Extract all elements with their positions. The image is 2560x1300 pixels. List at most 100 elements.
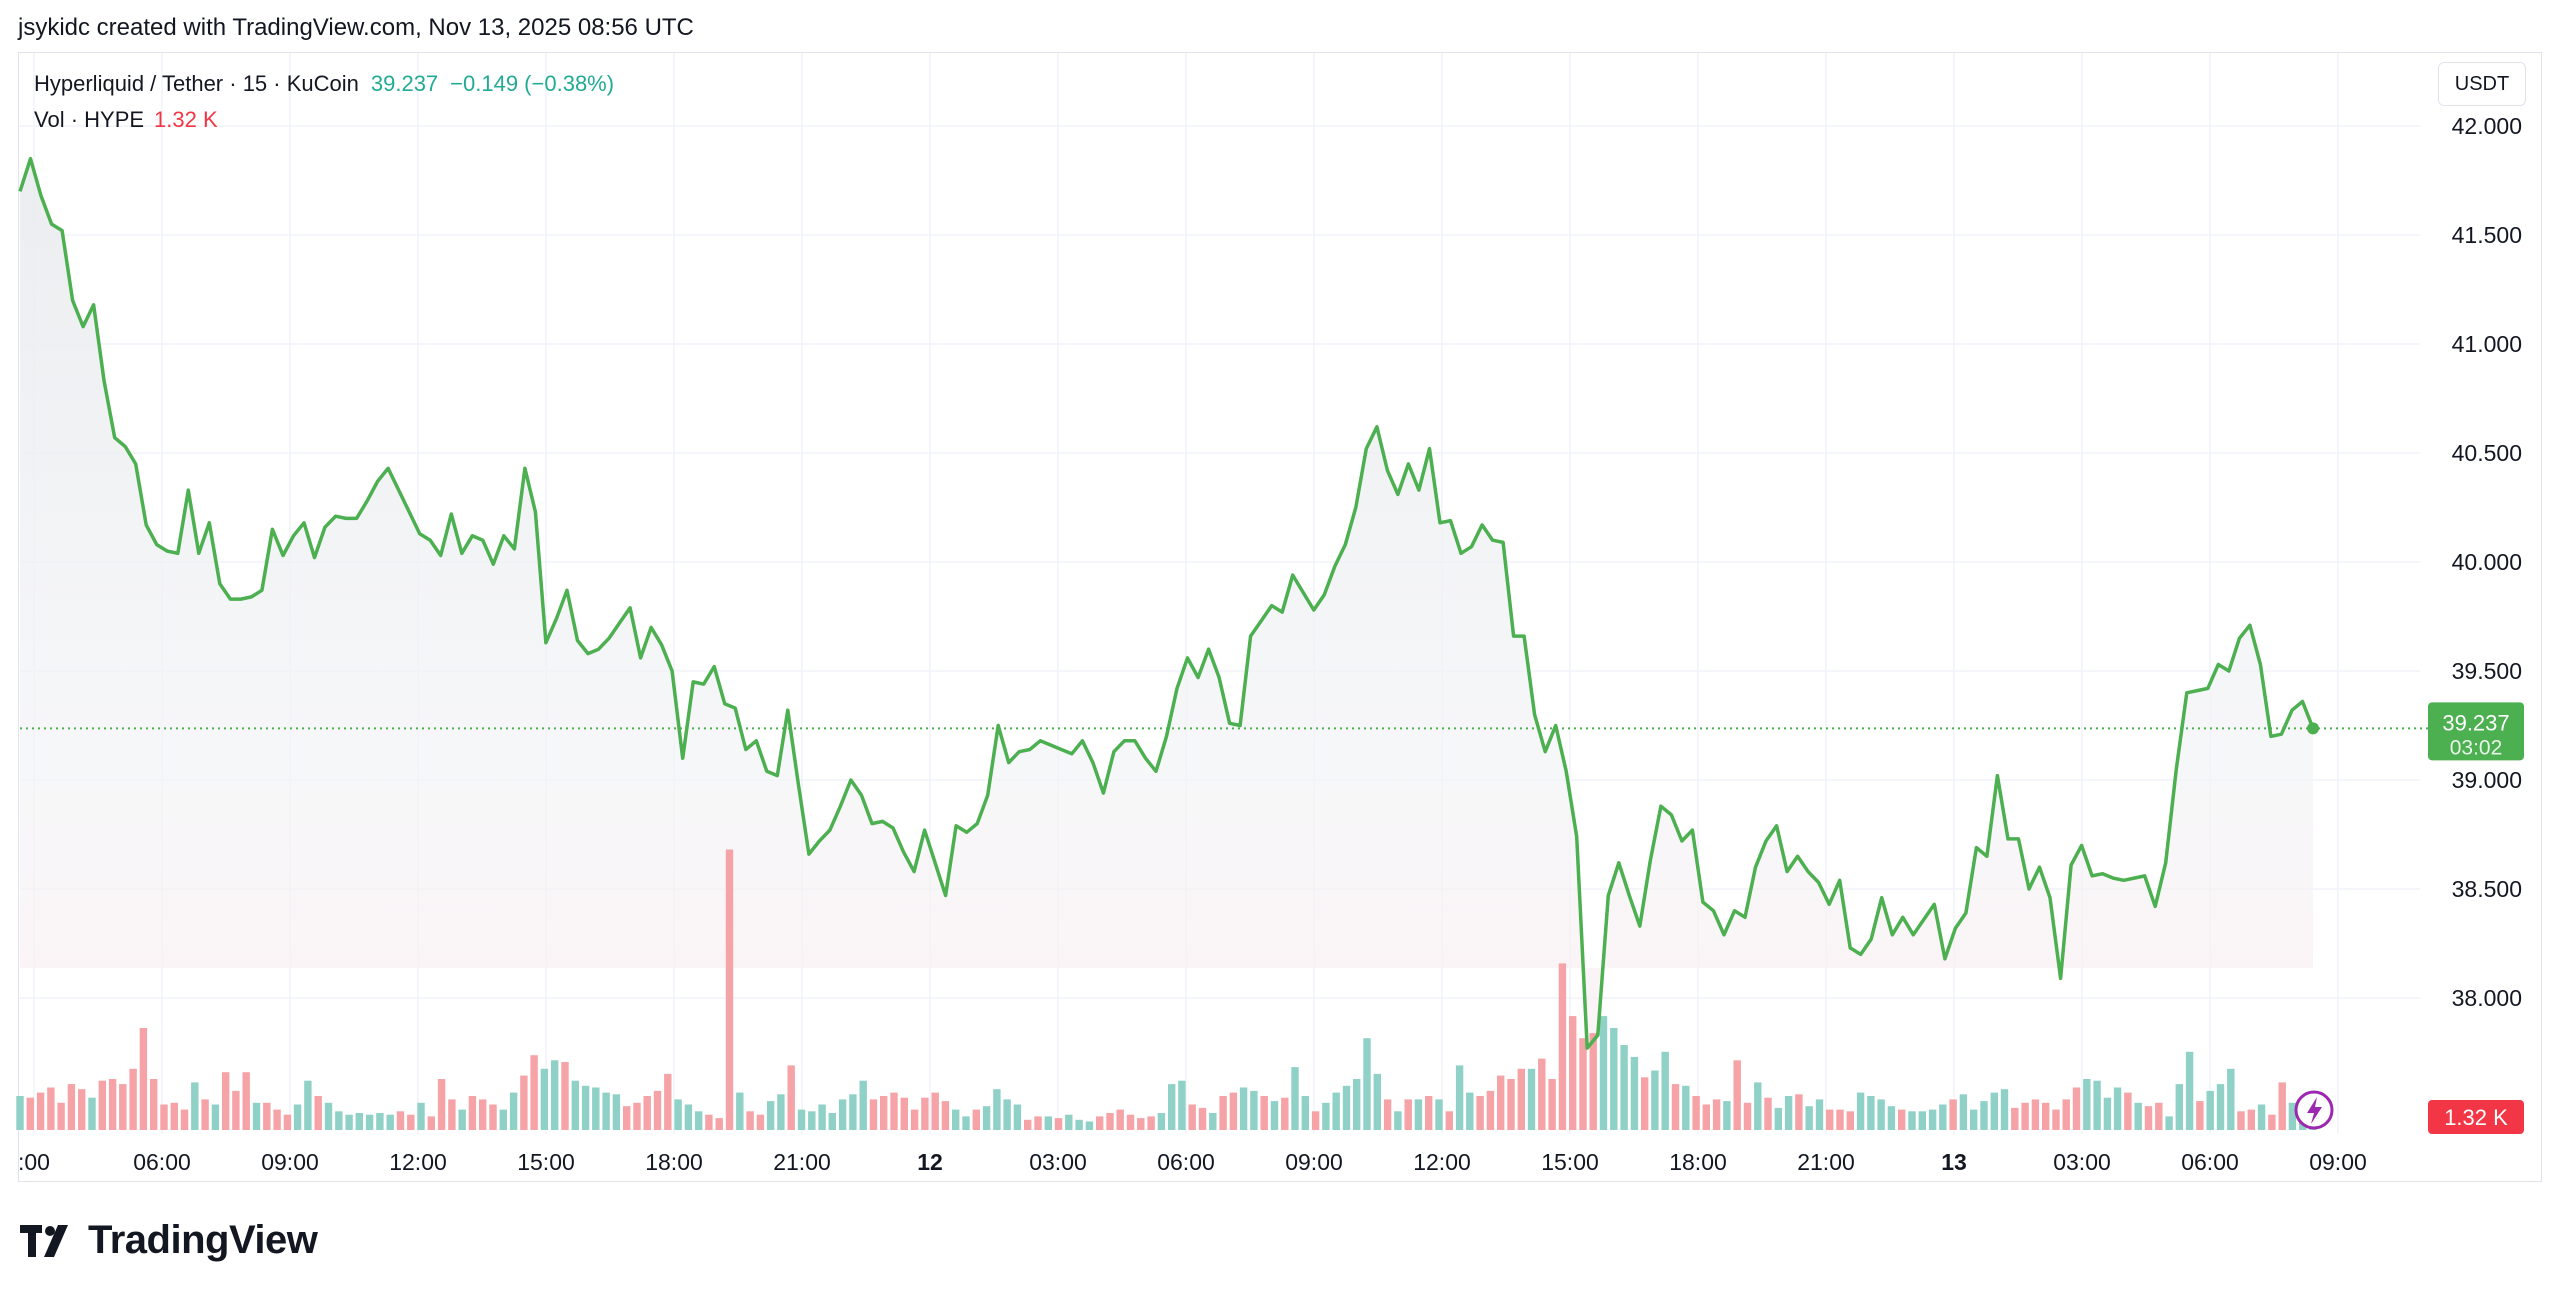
volume-bar: [108, 1079, 117, 1130]
volume-bar: [1630, 1056, 1639, 1130]
legend-volume-row: Vol · HYPE 1.32 K: [34, 102, 614, 138]
volume-bar: [1013, 1104, 1022, 1130]
volume-bar: [1671, 1084, 1680, 1130]
volume-bar: [982, 1106, 991, 1130]
x-axis-tick-label: 03:00: [1029, 1149, 1087, 1175]
volume-bar: [355, 1113, 363, 1130]
volume-bar: [396, 1111, 405, 1130]
volume-bar: [376, 1113, 384, 1130]
volume-badge-value: 1.32 K: [2444, 1105, 2508, 1130]
volume-bar: [2031, 1099, 2040, 1130]
x-axis-tick-label: 12:00: [1413, 1149, 1471, 1175]
legend-last-price: 39.237: [370, 71, 439, 96]
volume-bar: [797, 1109, 806, 1130]
volume-bar: [1589, 1033, 1597, 1130]
legend-volume-label[interactable]: Vol · HYPE: [34, 107, 145, 132]
volume-bar: [232, 1090, 240, 1130]
y-axis-tick-label: 38.000: [2452, 985, 2522, 1011]
volume-bar: [2072, 1087, 2081, 1130]
volume-bar: [16, 1096, 24, 1130]
volume-bar: [1990, 1092, 1998, 1130]
volume-bar: [1805, 1106, 1813, 1130]
volume-bar: [417, 1102, 425, 1130]
volume-bar: [787, 1065, 795, 1130]
volume-bar: [78, 1089, 86, 1130]
tradingview-brand[interactable]: TradingView: [20, 1218, 318, 1263]
volume-bar: [808, 1111, 816, 1130]
last-price-badge-value: 39.237: [2442, 710, 2509, 735]
volume-badge: [2428, 1100, 2524, 1134]
volume-bar: [1795, 1094, 1803, 1130]
x-axis-tick-label: 18:00: [645, 1149, 703, 1175]
volume-bar: [602, 1092, 610, 1130]
volume-bar: [561, 1062, 569, 1130]
volume-bar: [222, 1072, 230, 1130]
x-axis-tick-label: 15:00: [1541, 1149, 1599, 1175]
volume-bar: [1106, 1113, 1114, 1130]
volume-bar: [1239, 1087, 1248, 1130]
volume-bar: [1507, 1079, 1515, 1130]
volume-bar: [1157, 1113, 1166, 1130]
volume-bar: [1209, 1113, 1217, 1130]
volume-bar: [2144, 1106, 2153, 1130]
volume-bar: [1455, 1065, 1464, 1130]
volume-bar: [98, 1080, 106, 1130]
volume-bar: [2093, 1080, 2101, 1130]
volume-bar: [304, 1080, 312, 1130]
volume-bar: [170, 1102, 178, 1130]
volume-bar: [910, 1109, 919, 1130]
currency-unit-button[interactable]: USDT: [2438, 62, 2526, 106]
volume-bar: [1126, 1114, 1135, 1130]
volume-bar: [766, 1101, 775, 1130]
volume-bar: [633, 1102, 641, 1130]
bar-countdown: 03:02: [2450, 736, 2503, 759]
x-axis-tick-label: :00: [18, 1149, 50, 1175]
x-axis-tick-label: 06:00: [1157, 1149, 1215, 1175]
volume-bar: [1425, 1096, 1433, 1130]
volume-bar: [1651, 1070, 1659, 1130]
volume-bar: [1887, 1106, 1896, 1130]
volume-bar: [1641, 1077, 1649, 1130]
volume-bar: [869, 1099, 878, 1130]
volume-bar: [1723, 1101, 1731, 1130]
volume-bar: [1856, 1092, 1865, 1130]
volume-bar: [1867, 1096, 1875, 1130]
volume-bar: [386, 1114, 394, 1130]
volume-bar: [1322, 1102, 1330, 1130]
y-axis-tick-label: 39.500: [2452, 658, 2522, 684]
volume-bar: [1712, 1099, 1721, 1130]
volume-bar: [1970, 1109, 1978, 1130]
volume-bar: [684, 1104, 693, 1130]
volume-bar: [26, 1097, 34, 1130]
volume-bar: [1527, 1068, 1536, 1130]
volume-bar: [1486, 1090, 1495, 1130]
volume-bar: [1579, 1038, 1587, 1130]
volume-bar: [57, 1102, 65, 1130]
volume-bar: [67, 1084, 76, 1130]
volume-bar: [2155, 1102, 2163, 1130]
volume-bar: [736, 1092, 744, 1130]
y-axis-tick-label: 41.000: [2452, 331, 2522, 357]
volume-bar: [1702, 1104, 1710, 1130]
volume-bar: [1558, 963, 1567, 1130]
legend-symbol[interactable]: Hyperliquid / Tether · 15 · KuCoin: [34, 71, 359, 96]
x-axis-tick-label: 15:00: [517, 1149, 575, 1175]
x-axis-tick-label: 21:00: [773, 1149, 831, 1175]
volume-bar: [2185, 1051, 2194, 1130]
volume-bar: [2257, 1104, 2266, 1130]
volume-bar: [1198, 1107, 1207, 1130]
volume-bar: [2196, 1101, 2204, 1130]
price-line-series[interactable]: [18, 156, 2315, 1050]
volume-bar: [1682, 1085, 1690, 1130]
volume-bar: [1764, 1097, 1772, 1130]
volume-bar: [1147, 1116, 1155, 1130]
volume-bar: [489, 1104, 497, 1130]
volume-bar: [180, 1109, 189, 1130]
volume-bar: [1168, 1084, 1176, 1130]
volume-bar: [1260, 1096, 1268, 1130]
volume-bar: [201, 1099, 209, 1130]
volume-bar: [2052, 1109, 2060, 1130]
volume-bar: [119, 1084, 127, 1130]
volume-bar: [972, 1109, 980, 1130]
